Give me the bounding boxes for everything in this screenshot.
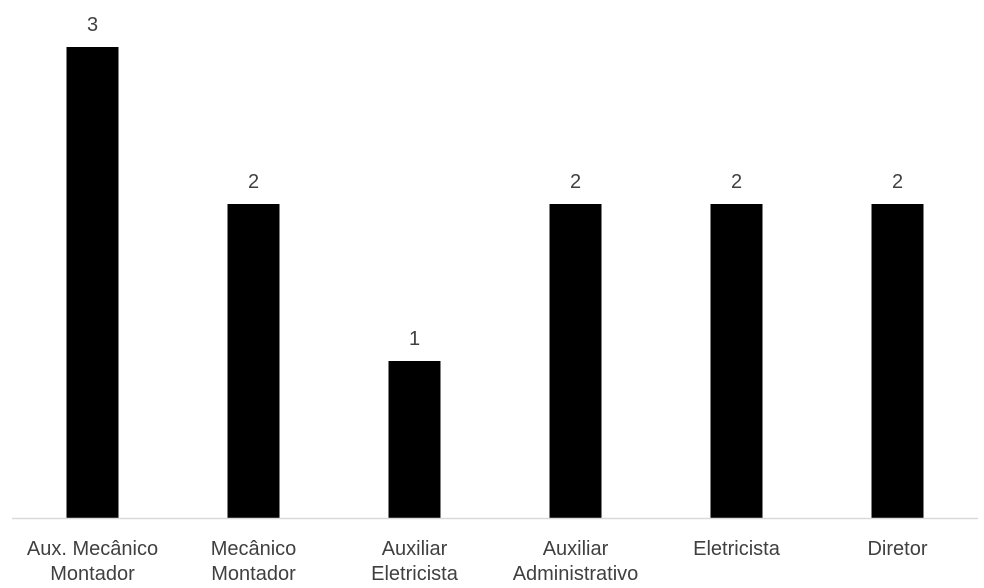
data-label-3: 2	[570, 171, 581, 193]
bar-2	[388, 361, 441, 518]
category-label-1: Mecânico Montador	[211, 538, 297, 585]
category-label-3: Auxiliar Administrativo	[513, 538, 639, 585]
category-label-5: Diretor	[867, 538, 927, 560]
category-label-line: Montador	[211, 563, 296, 585]
category-label-2: Auxiliar Eletricista	[371, 538, 459, 585]
bar-0	[66, 47, 119, 518]
category-label-0: Aux. Mecânico Montador	[27, 538, 158, 585]
value-labels-group: 3 2 1 2 2 2	[87, 14, 903, 350]
bar-3	[549, 204, 602, 518]
category-label-line: Administrativo	[513, 563, 639, 585]
bar-1	[227, 204, 280, 518]
bar-4	[710, 204, 763, 518]
category-label-line: Eletricista	[371, 563, 459, 585]
category-label-line: Auxiliar	[543, 538, 609, 560]
category-label-line: Mecânico	[211, 538, 297, 560]
data-label-2: 1	[409, 328, 420, 350]
category-label-line: Diretor	[867, 538, 927, 560]
category-label-4: Eletricista	[693, 538, 781, 560]
data-label-1: 2	[248, 171, 259, 193]
data-label-5: 2	[892, 171, 903, 193]
data-label-4: 2	[731, 171, 742, 193]
bar-5	[871, 204, 924, 518]
category-label-line: Aux. Mecânico	[27, 538, 158, 560]
category-label-line: Eletricista	[693, 538, 781, 560]
category-label-line: Montador	[50, 563, 135, 585]
category-label-line: Auxiliar	[382, 538, 448, 560]
data-label-0: 3	[87, 14, 98, 36]
bars-group	[66, 47, 924, 518]
